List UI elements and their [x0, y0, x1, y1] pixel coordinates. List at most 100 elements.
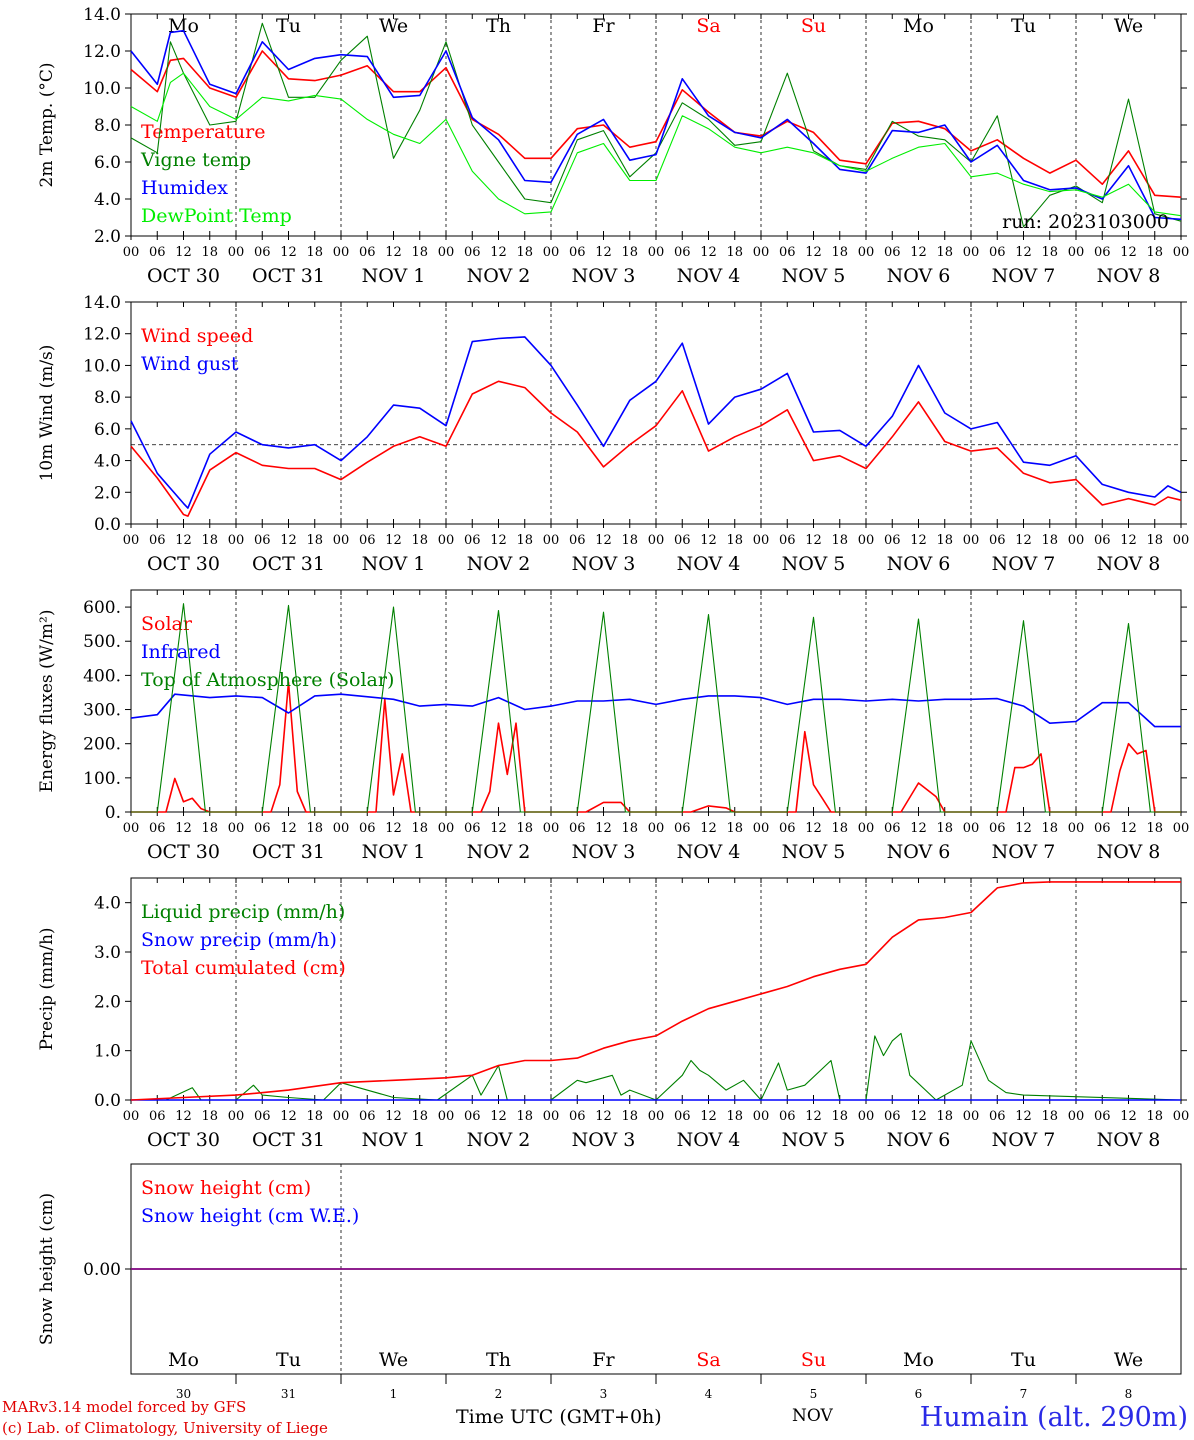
- hour-tick-label: 00: [753, 245, 770, 260]
- hour-tick-label: 00: [963, 821, 980, 836]
- series-line: [130, 336, 1182, 509]
- hour-tick-label: 18: [1041, 821, 1058, 836]
- hour-tick-label: 06: [149, 533, 166, 548]
- y-axis-label: Energy fluxes (W/m²): [37, 610, 57, 793]
- hour-tick-label: 18: [726, 821, 743, 836]
- date-label: NOV 6: [887, 841, 951, 863]
- y-tick-label: 6.0: [94, 420, 121, 440]
- hour-tick-label: 12: [1120, 1109, 1137, 1124]
- date-label: NOV 3: [572, 553, 636, 575]
- date-label: NOV 2: [467, 265, 531, 287]
- y-tick-label: 3.0: [94, 943, 121, 963]
- legend-label: Snow height (cm): [141, 1177, 311, 1199]
- hour-tick-label: 00: [648, 1109, 665, 1124]
- hour-tick-label: 00: [1173, 1109, 1190, 1124]
- hour-tick-label: 06: [569, 245, 586, 260]
- hour-tick-label: 12: [910, 821, 927, 836]
- legend-label: Temperature: [141, 121, 265, 143]
- hour-tick-label: 00: [1068, 245, 1085, 260]
- date-label: OCT 30: [147, 553, 220, 575]
- hour-tick-label: 06: [569, 1109, 586, 1124]
- date-label: NOV 2: [467, 841, 531, 863]
- hour-tick-label: 00: [1173, 533, 1190, 548]
- y-tick-label: 14.0: [83, 5, 121, 25]
- hour-tick-label: 06: [254, 1109, 271, 1124]
- hour-tick-label: 06: [884, 533, 901, 548]
- hour-tick-label: 00: [858, 245, 875, 260]
- date-label: NOV 6: [887, 553, 951, 575]
- hour-tick-label: 06: [254, 533, 271, 548]
- date-label: NOV 8: [1097, 553, 1161, 575]
- date-label: OCT 31: [252, 265, 325, 287]
- hour-tick-label: 12: [910, 1109, 927, 1124]
- hour-tick-label: 06: [989, 533, 1006, 548]
- hour-tick-label: 12: [490, 533, 507, 548]
- hour-tick-label: 00: [1068, 533, 1085, 548]
- y-tick-label: 2.0: [94, 227, 121, 247]
- hour-tick-label: 06: [359, 821, 376, 836]
- hour-tick-label: 12: [805, 533, 822, 548]
- series-line: [131, 603, 1181, 813]
- hour-tick-label: 00: [123, 821, 140, 836]
- day-name-label: We: [379, 1349, 408, 1371]
- hour-tick-label: 00: [858, 1109, 875, 1124]
- series-line: [130, 380, 1182, 517]
- hour-tick-label: 12: [490, 821, 507, 836]
- y-tick-label: 8.0: [94, 388, 121, 408]
- hour-tick-label: 00: [228, 245, 245, 260]
- hour-tick-label: 18: [516, 821, 533, 836]
- hour-tick-label: 12: [805, 1109, 822, 1124]
- hour-tick-label: 06: [779, 821, 796, 836]
- date-label: NOV 1: [362, 1129, 426, 1151]
- hour-tick-label: 12: [175, 533, 192, 548]
- day-name-label: We: [1114, 15, 1143, 37]
- series-line: [131, 1032, 1182, 1101]
- hour-tick-label: 06: [674, 821, 691, 836]
- day-number-label: 30: [176, 1387, 191, 1401]
- hour-tick-label: 18: [411, 245, 428, 260]
- y-tick-label: 4.0: [94, 452, 121, 472]
- hour-tick-label: 12: [175, 245, 192, 260]
- hour-tick-label: 12: [385, 821, 402, 836]
- hour-tick-label: 06: [359, 1109, 376, 1124]
- hour-tick-label: 12: [700, 245, 717, 260]
- hour-tick-label: 06: [674, 245, 691, 260]
- hour-tick-label: 06: [884, 1109, 901, 1124]
- legend-label: Liquid precip (mm/h): [141, 901, 345, 923]
- hour-tick-label: 00: [648, 245, 665, 260]
- day-name-label: Mo: [168, 15, 199, 37]
- hour-tick-label: 12: [490, 245, 507, 260]
- hour-tick-label: 00: [228, 533, 245, 548]
- time-axis-label: Time UTC (GMT+0h): [456, 1406, 662, 1428]
- hour-tick-label: 06: [884, 245, 901, 260]
- hour-tick-label: 12: [280, 245, 297, 260]
- hour-tick-label: 18: [411, 1109, 428, 1124]
- hour-tick-label: 18: [726, 1109, 743, 1124]
- hour-tick-label: 18: [831, 1109, 848, 1124]
- y-tick-label: 0.00: [83, 1260, 121, 1280]
- hour-tick-label: 06: [359, 533, 376, 548]
- hour-tick-label: 06: [989, 821, 1006, 836]
- legend-label: DewPoint Temp: [141, 205, 292, 227]
- hour-tick-label: 00: [648, 821, 665, 836]
- hour-tick-label: 06: [359, 245, 376, 260]
- hour-tick-label: 06: [569, 533, 586, 548]
- date-label: OCT 30: [147, 265, 220, 287]
- hour-tick-label: 18: [411, 821, 428, 836]
- hour-tick-label: 12: [1015, 821, 1032, 836]
- date-label: OCT 30: [147, 1129, 220, 1151]
- hour-tick-label: 18: [1041, 533, 1058, 548]
- hour-tick-label: 12: [385, 533, 402, 548]
- hour-tick-label: 18: [1041, 1109, 1058, 1124]
- day-number-label: 7: [1020, 1387, 1028, 1401]
- hour-tick-label: 12: [1015, 1109, 1032, 1124]
- y-tick-label: 0.0: [94, 515, 121, 535]
- y-tick-label: 4.0: [94, 894, 121, 914]
- day-name-label: Tu: [276, 1349, 301, 1371]
- hour-tick-label: 00: [963, 245, 980, 260]
- hour-tick-label: 12: [910, 245, 927, 260]
- day-number-label: 2: [495, 1387, 503, 1401]
- day-number-label: 1: [390, 1387, 398, 1401]
- day-number-label: 5: [810, 1387, 818, 1401]
